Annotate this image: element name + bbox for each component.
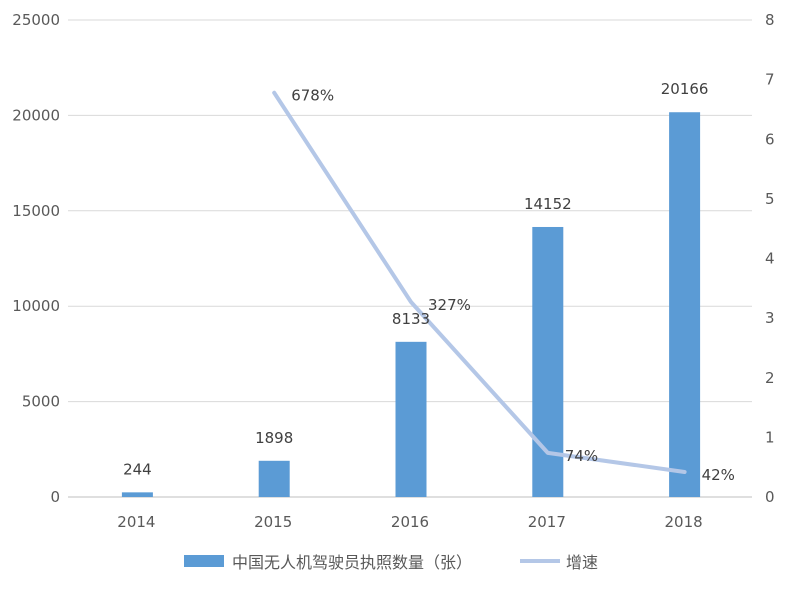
x-tick-label: 2018 <box>665 513 703 531</box>
line-data-labels: 678% 327% 74% 42% <box>291 87 735 484</box>
x-tick-label: 2017 <box>528 513 566 531</box>
left-tick-label: 15000 <box>12 202 60 220</box>
right-tick-label: 2 <box>765 369 775 387</box>
legend-label-bar: 中国无人机驾驶员执照数量（张） <box>232 553 472 572</box>
right-axis-ticks: 0 1 2 3 4 5 6 7 8 <box>765 11 775 506</box>
bar <box>532 226 564 497</box>
right-tick-label: 5 <box>765 190 775 208</box>
x-tick-label: 2016 <box>391 513 429 531</box>
left-axis-ticks: 0 5000 10000 15000 20000 25000 <box>12 11 60 506</box>
line-data-label: 42% <box>702 466 735 484</box>
legend-swatch-bar <box>184 555 224 567</box>
bar-data-label: 244 <box>123 460 152 478</box>
line-data-label: 678% <box>291 87 334 105</box>
bar <box>395 341 427 497</box>
bar-data-label: 20166 <box>661 80 709 98</box>
line-data-label: 74% <box>565 447 598 465</box>
right-tick-label: 7 <box>765 71 775 89</box>
left-tick-label: 10000 <box>12 297 60 315</box>
legend: 中国无人机驾驶员执照数量（张） 增速 <box>184 553 598 572</box>
line-data-label: 327% <box>428 296 471 314</box>
right-tick-label: 8 <box>765 11 775 29</box>
right-tick-label: 6 <box>765 130 775 148</box>
bar-data-label: 14152 <box>524 195 572 213</box>
right-tick-label: 1 <box>765 428 775 446</box>
bar <box>121 492 153 497</box>
left-tick-label: 0 <box>50 488 60 506</box>
right-tick-label: 4 <box>765 250 775 268</box>
right-tick-label: 0 <box>765 488 775 506</box>
legend-label-line: 增速 <box>566 553 598 572</box>
bar-data-label: 8133 <box>392 310 430 328</box>
bar-data-labels: 244 1898 8133 14152 20166 <box>123 80 708 478</box>
left-tick-label: 25000 <box>12 11 60 29</box>
gridlines <box>68 19 752 498</box>
bar <box>258 460 290 497</box>
x-axis-ticks: 2014 2015 2016 2017 2018 <box>117 513 702 531</box>
x-tick-label: 2015 <box>254 513 292 531</box>
left-tick-label: 20000 <box>12 106 60 124</box>
bar-data-label: 1898 <box>255 429 293 447</box>
left-tick-label: 5000 <box>22 393 60 411</box>
bar-series <box>121 112 701 497</box>
right-tick-label: 3 <box>765 309 775 327</box>
x-tick-label: 2014 <box>117 513 155 531</box>
line-series <box>272 90 687 474</box>
bar <box>669 112 701 497</box>
growth-line <box>272 90 687 474</box>
